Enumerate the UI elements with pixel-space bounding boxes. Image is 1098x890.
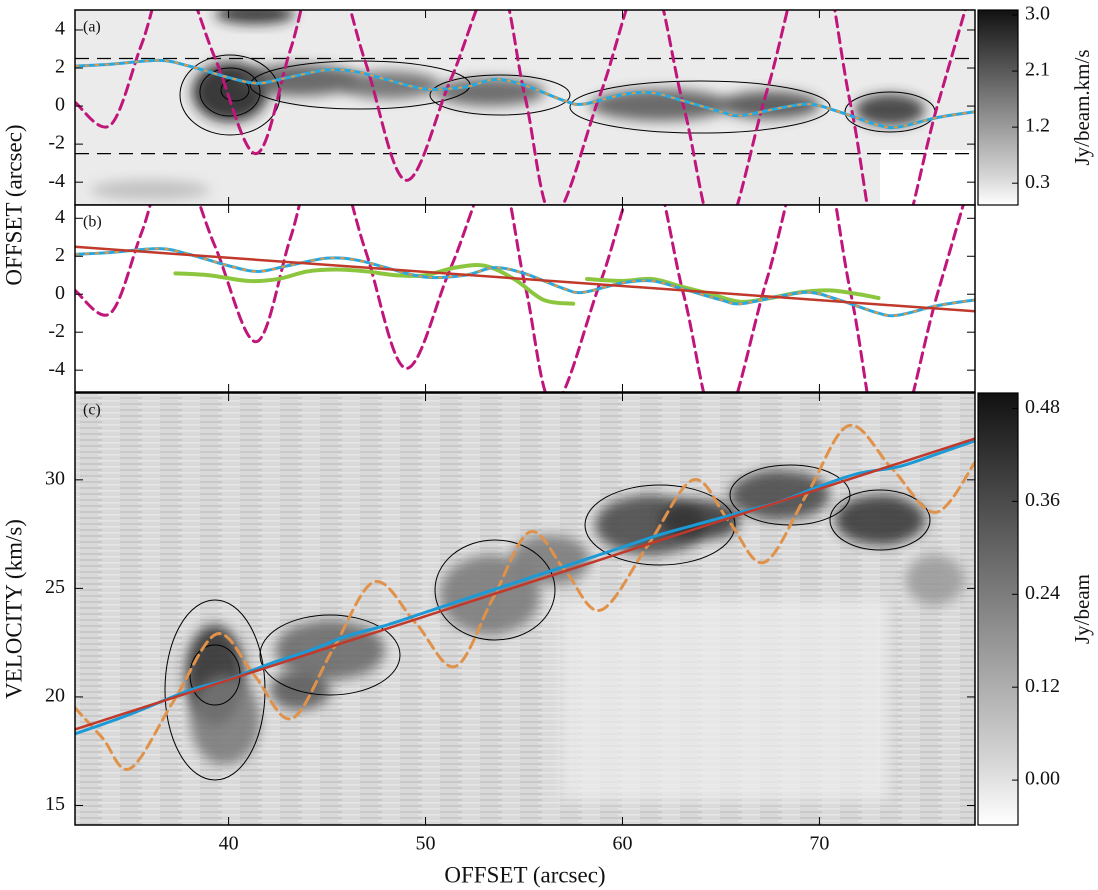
y-tick-label: 0 (55, 282, 65, 304)
y-tick-label: 30 (45, 467, 65, 489)
series-line (75, 245, 975, 313)
emission (240, 64, 360, 96)
y-tick-label: -2 (48, 320, 65, 342)
y-tick-label: 15 (45, 793, 65, 815)
panel-label: (a) (83, 19, 101, 36)
series-line-dash (75, 247, 975, 317)
colorbar (977, 9, 1019, 206)
colorbar-tick-label: 0.00 (1025, 768, 1060, 790)
x-tick-label: 60 (612, 833, 632, 855)
series-line (75, 205, 965, 392)
colorbar-tick-label: 2.1 (1025, 59, 1050, 81)
colorbar-tick-label: 0.48 (1025, 396, 1060, 418)
plot-background (75, 205, 975, 392)
plot-frame (74, 204, 976, 393)
colorbar-tick-label: 1.2 (1025, 115, 1050, 137)
y-tick-label: 2 (55, 244, 65, 266)
colorbar-label: Jy/beam (1070, 574, 1094, 644)
y-tick-label: 4 (55, 18, 65, 40)
y-tick-label: -2 (48, 132, 65, 154)
series-line (75, 10, 967, 205)
y-axis-label: OFFSET (arcsec) (1, 124, 26, 285)
x-tick-label: 40 (219, 833, 239, 855)
emission (435, 78, 545, 106)
emission (720, 91, 820, 119)
contour (259, 614, 401, 696)
x-axis-label: OFFSET (arcsec) (444, 862, 605, 887)
emission (905, 555, 965, 605)
map-faint (560, 600, 890, 800)
contour (199, 67, 261, 117)
colorbar-tick-label: 3.0 (1025, 3, 1050, 25)
series-line (75, 424, 975, 771)
plot-area (75, 205, 975, 392)
colorbar-tick-label: 0.12 (1025, 675, 1060, 697)
colorbar-tick-label: 0.24 (1025, 582, 1060, 604)
panel-label: (c) (83, 402, 101, 419)
y-tick-label: -4 (48, 170, 65, 192)
emission (855, 94, 925, 126)
y-axis-label: VELOCITY (km/s) (1, 519, 26, 699)
series-line (585, 276, 881, 304)
map-blank (880, 150, 975, 205)
emission (340, 71, 440, 99)
series-line-dash (75, 59, 975, 129)
series-line (75, 439, 975, 736)
x-tick-label: 70 (809, 833, 829, 855)
y-tick-label: 20 (45, 685, 65, 707)
plot-area (75, 10, 975, 205)
contour (434, 539, 556, 641)
plot-frame (74, 392, 976, 826)
emission (275, 620, 385, 680)
y-tick-label: 2 (55, 56, 65, 78)
colorbar-tick-label: 0.36 (1025, 489, 1060, 511)
emission (215, 10, 295, 24)
y-tick-label: 0 (55, 94, 65, 116)
contour (569, 80, 831, 134)
panel-label: (b) (83, 214, 102, 231)
y-tick-label: 4 (55, 206, 65, 228)
contour (829, 489, 931, 551)
contour (429, 74, 571, 116)
colorbar-label: Jy/beam.km/s (1070, 49, 1094, 165)
emission (90, 180, 210, 200)
colorbar-tick-label: 0.3 (1025, 171, 1050, 193)
x-tick-label: 50 (416, 833, 436, 855)
emission (835, 495, 925, 545)
y-tick-label: -4 (48, 358, 65, 380)
emission (270, 670, 330, 710)
emission (190, 675, 260, 765)
emission (510, 535, 590, 585)
series-line (75, 437, 975, 731)
plot-area (75, 393, 975, 825)
contour (584, 484, 736, 566)
colorbar (977, 392, 1019, 826)
emission (590, 89, 730, 121)
y-tick-label: 25 (45, 576, 65, 598)
